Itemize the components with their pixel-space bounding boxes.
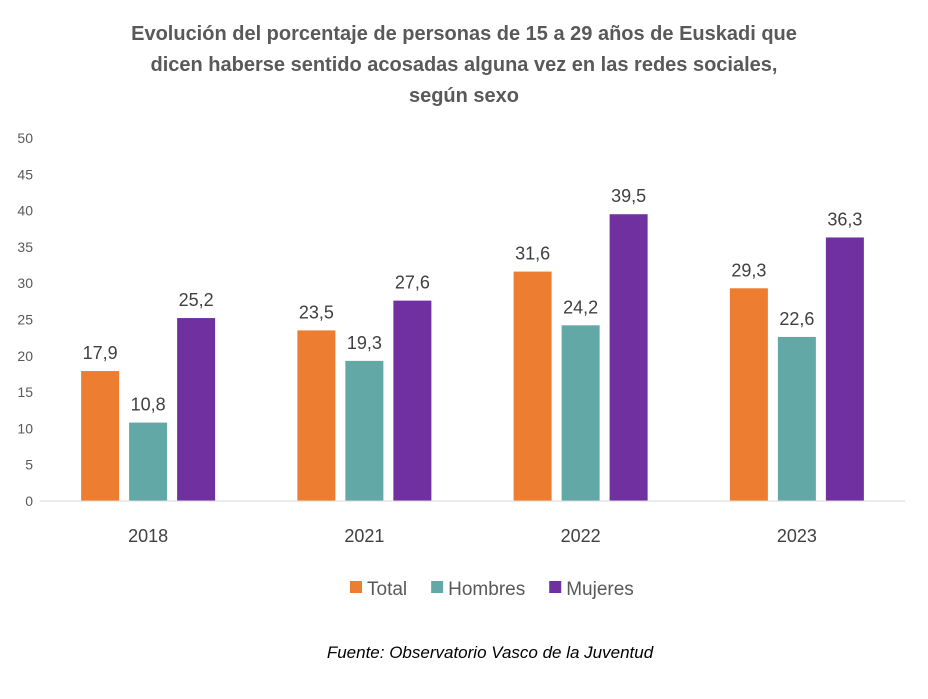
- source-note: Fuente: Observatorio Vasco de la Juventu…: [327, 643, 654, 662]
- bar-mujeres-2022: [609, 214, 648, 502]
- x-tick-label: 2022: [561, 526, 601, 546]
- chart-title: Evolución del porcentaje de personas de …: [131, 23, 797, 107]
- bar-hombres-2023: [777, 336, 816, 501]
- bar-total-2018: [81, 371, 120, 501]
- legend-item-mujeres: Mujeres: [549, 579, 634, 600]
- bar-hombres-2022: [561, 325, 600, 501]
- bar-hombres-2018: [129, 422, 168, 501]
- bar-total-2023: [729, 288, 768, 501]
- data-label: 39,5: [611, 186, 646, 206]
- legend-label: Total: [367, 579, 407, 600]
- data-label: 22,6: [779, 309, 814, 329]
- data-label: 23,5: [299, 302, 334, 322]
- x-axis: 2018 2021 2022 2023: [128, 526, 817, 546]
- legend-swatch: [350, 581, 362, 593]
- x-tick-label: 2021: [344, 526, 384, 546]
- data-label: 10,8: [131, 395, 166, 415]
- y-axis: 0 5 10 15 20 25 30 35 40 45 50: [17, 130, 33, 509]
- y-tick-label: 25: [17, 312, 33, 328]
- legend-label: Mujeres: [566, 579, 634, 600]
- bar-mujeres-2018: [177, 318, 216, 501]
- y-tick-label: 50: [17, 130, 33, 146]
- x-tick-label: 2023: [777, 526, 817, 546]
- data-label: 24,2: [563, 297, 598, 317]
- y-tick-label: 5: [25, 457, 33, 473]
- legend-swatch: [431, 581, 444, 593]
- legend: Total Hombres Mujeres: [350, 579, 634, 600]
- data-label: 19,3: [347, 333, 382, 353]
- y-tick-label: 0: [25, 493, 33, 509]
- bar-total-2022: [513, 271, 552, 501]
- bar-hombres-2021: [345, 360, 384, 501]
- bar-total-2021: [297, 330, 336, 501]
- legend-item-total: Total: [350, 579, 407, 600]
- y-tick-label: 40: [17, 203, 33, 219]
- legend-item-hombres: Hombres: [431, 579, 525, 600]
- legend-label: Hombres: [448, 579, 525, 600]
- chart-title-line: dicen haberse sentido acosadas alguna ve…: [151, 54, 778, 76]
- data-label: 29,3: [731, 260, 766, 280]
- y-tick-label: 45: [17, 166, 33, 182]
- y-tick-label: 10: [17, 420, 33, 436]
- bar-mujeres-2021: [393, 300, 432, 501]
- chart-title-line: según sexo: [409, 85, 519, 107]
- data-label: 25,2: [179, 290, 214, 310]
- data-label: 31,6: [515, 244, 550, 264]
- data-label: 27,6: [395, 273, 430, 293]
- legend-swatch: [549, 581, 562, 593]
- data-label: 17,9: [83, 343, 118, 363]
- y-tick-label: 20: [17, 348, 33, 364]
- data-label: 36,3: [827, 209, 862, 229]
- y-tick-label: 35: [17, 239, 33, 255]
- bar-mujeres-2023: [825, 237, 864, 501]
- chart-title-line: Evolución del porcentaje de personas de …: [131, 23, 797, 45]
- x-tick-label: 2018: [128, 526, 168, 546]
- y-tick-label: 15: [17, 384, 33, 400]
- y-tick-label: 30: [17, 275, 33, 291]
- bars: 17,9 10,8 25,2 23,5 19,3 27,6 31,6 24,2 39,5 29,3…: [81, 186, 864, 502]
